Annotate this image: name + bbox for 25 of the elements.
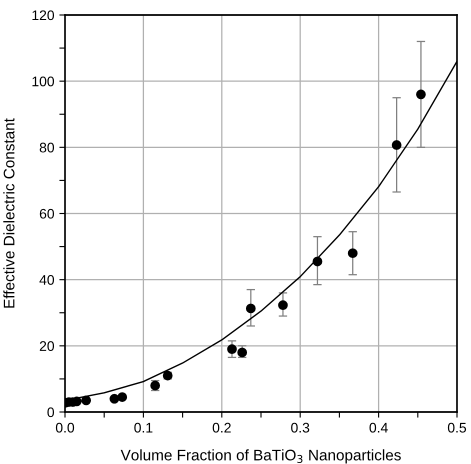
- y-tick-label: 40: [39, 275, 54, 285]
- x-tick-label: 0.3: [291, 422, 310, 433]
- point: [227, 344, 237, 354]
- y-axis-title: Effective Dielectric Constant: [3, 118, 15, 308]
- point: [117, 392, 128, 402]
- y-tick-label: 0: [47, 407, 54, 418]
- point: [110, 394, 120, 404]
- x-tick-label: 0.2: [212, 422, 231, 433]
- y-tick-label: 120: [32, 10, 54, 20]
- x-axis-title: Volume Fraction of BaTiO$_{3}$ Nanoparticles: [120, 449, 401, 464]
- point: [392, 140, 402, 150]
- point: [246, 304, 256, 314]
- x-tick-label: 0.5: [448, 422, 466, 433]
- point: [348, 248, 358, 258]
- y-tick-label: 20: [40, 341, 54, 352]
- y-tick-label: 80: [40, 142, 54, 153]
- point: [278, 300, 288, 310]
- x-tick-label: 0.0: [56, 422, 74, 433]
- x-tick-label: 0.1: [134, 422, 152, 433]
- y-tick-label: 100: [32, 76, 54, 86]
- point: [81, 396, 92, 406]
- y-tick-label: 60: [40, 208, 54, 219]
- point: [416, 90, 426, 100]
- point: [312, 256, 322, 266]
- x-tick-label: 0.4: [369, 422, 388, 433]
